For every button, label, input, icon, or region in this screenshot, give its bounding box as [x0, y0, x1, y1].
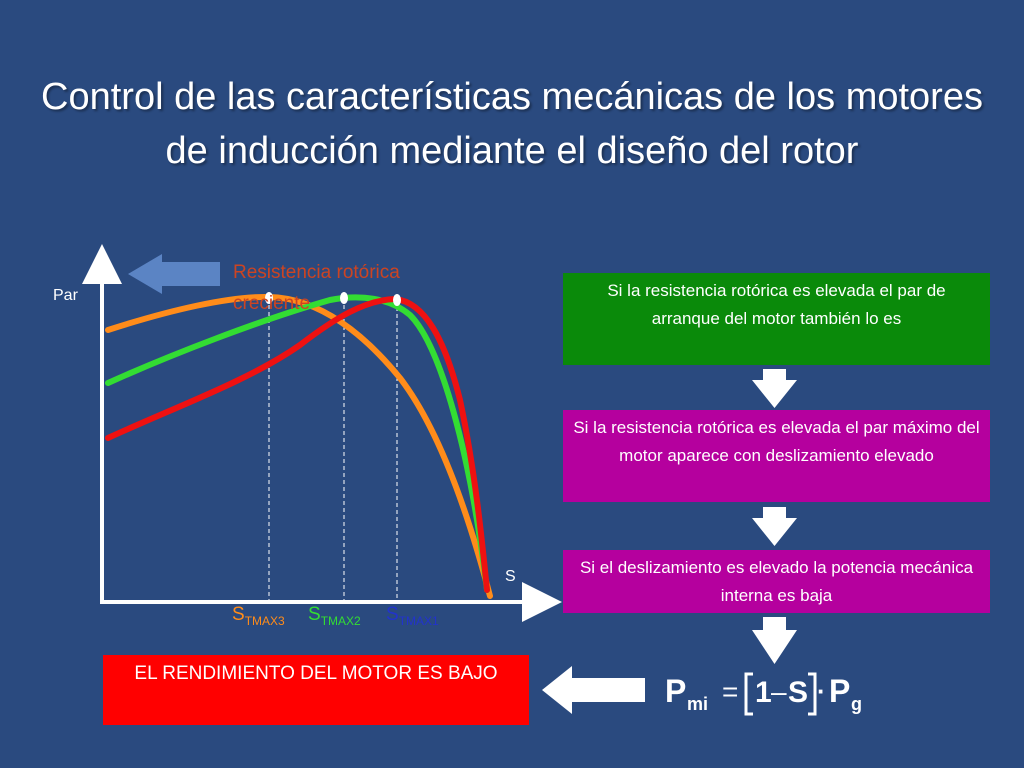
- down-arrow-icon: [752, 617, 797, 664]
- torque-curve-mid-resistance: [105, 294, 490, 593]
- formula-bracket-left: [744, 672, 753, 716]
- result-box-low-efficiency: EL RENDIMIENTO DEL MOTOR ES BAJO: [103, 655, 529, 725]
- marker-label-tmax1: STMAX1: [386, 604, 439, 628]
- resistance-arrow-icon: [128, 254, 220, 294]
- marker-label-tmax3: STMAX3: [232, 604, 285, 628]
- formula-one: 1: [755, 676, 772, 709]
- formula-s: S: [788, 676, 808, 709]
- down-arrow-icon: [752, 507, 797, 546]
- power-formula: P mi = 1 – S · P g: [665, 672, 862, 716]
- formula-p: P: [665, 673, 686, 709]
- marker-label-tmax2: STMAX2: [308, 604, 361, 628]
- info-box-mechanical-power: Si el deslizamiento es elevado la potenc…: [563, 550, 990, 613]
- formula-dot: ·: [817, 676, 826, 706]
- resistance-label-line2: creciente: [233, 293, 310, 314]
- left-arrow-icon: [542, 666, 645, 714]
- page-title: Control de las características mecánicas…: [41, 76, 983, 172]
- formula-pg-subscript: g: [851, 694, 862, 714]
- x-axis-label: S: [505, 568, 516, 585]
- info-box-starting-torque: Si la resistencia rotórica es elevada el…: [563, 273, 990, 365]
- max-point-tmax3: [265, 292, 273, 304]
- formula-p-subscript: mi: [687, 694, 708, 714]
- resistance-label-line1: Resistencia rotórica: [233, 262, 400, 283]
- max-point-tmax1: [393, 294, 401, 306]
- max-point-tmax2: [340, 292, 348, 304]
- down-arrow-icon: [752, 369, 797, 408]
- formula-equals: =: [722, 676, 738, 707]
- formula-bracket-right: [808, 672, 817, 716]
- torque-curve-high-resistance: [105, 293, 493, 599]
- formula-minus: –: [771, 676, 787, 707]
- y-axis-label: Par: [53, 287, 78, 304]
- info-box-max-torque: Si la resistencia rotórica es elevada el…: [563, 410, 990, 502]
- formula-pg: P: [829, 673, 850, 709]
